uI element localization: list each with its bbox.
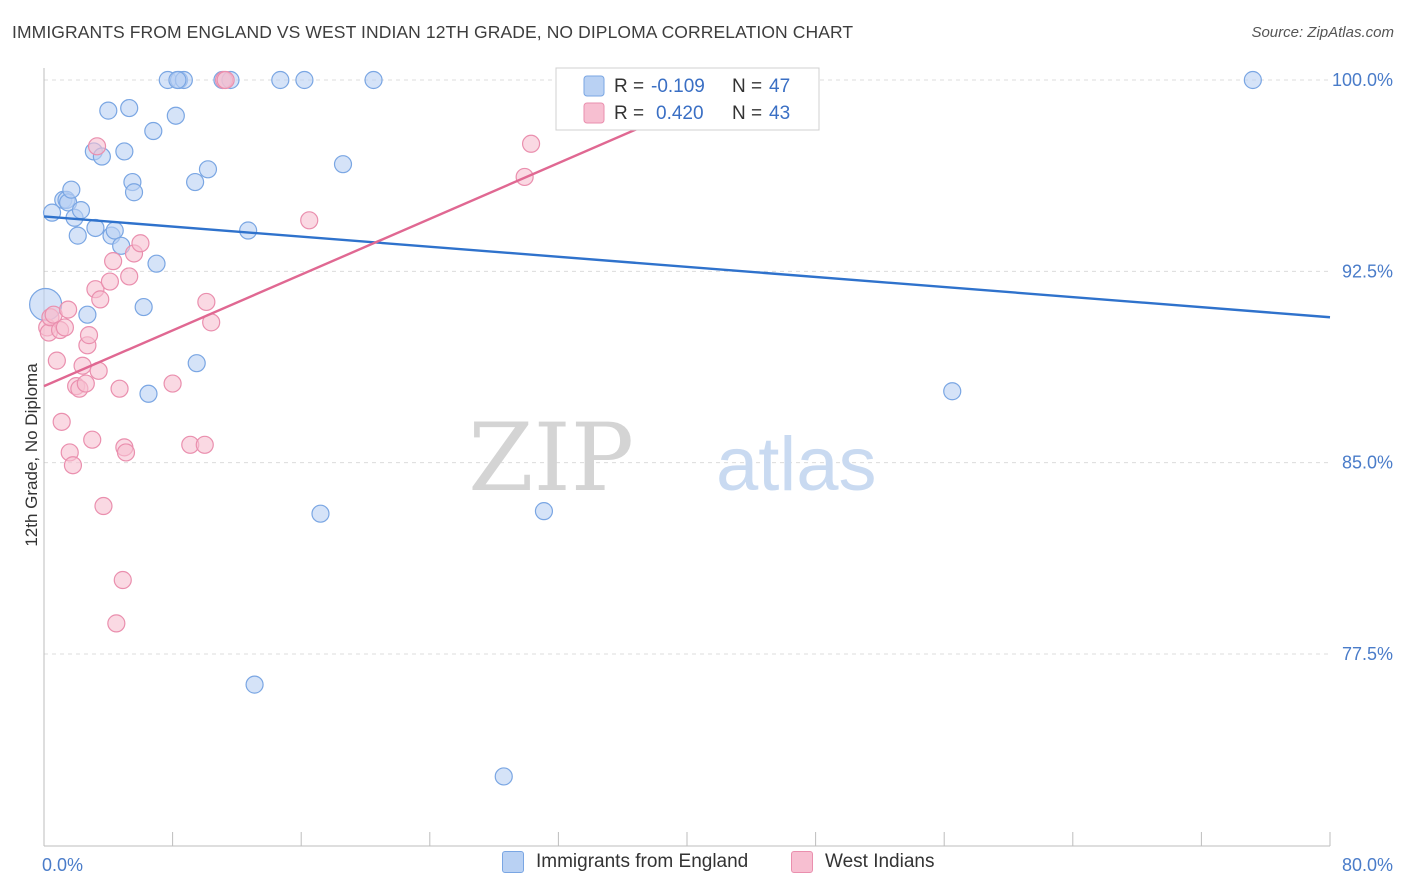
point-west-indians-19 bbox=[87, 137, 107, 156]
point-england-45 bbox=[1243, 70, 1262, 90]
point-england-24 bbox=[147, 254, 166, 273]
point-west-indians-22 bbox=[94, 496, 113, 516]
legend-item-west-indians: West Indians bbox=[791, 851, 934, 873]
point-west-indians-21 bbox=[91, 290, 110, 309]
point-west-indians-41 bbox=[521, 134, 541, 153]
point-west-indians-33 bbox=[163, 374, 182, 393]
point-england-18 bbox=[120, 98, 139, 118]
point-west-indians-23 bbox=[100, 272, 120, 291]
legend-label-west-indians: West Indians bbox=[825, 851, 935, 872]
point-west-indians-29 bbox=[116, 443, 136, 462]
point-west-indians-7 bbox=[55, 318, 74, 337]
legend-swatch-west-indians-bottom bbox=[791, 851, 813, 873]
point-england-35 bbox=[245, 675, 264, 694]
point-england-46 bbox=[168, 70, 187, 90]
point-england-37 bbox=[295, 70, 314, 90]
point-west-indians-30 bbox=[120, 267, 139, 286]
x-tick-label-1: 80.0% bbox=[1342, 855, 1393, 875]
point-england-30 bbox=[187, 354, 206, 373]
legend-item-england: Immigrants from England bbox=[502, 851, 748, 873]
legend-r-label-1: R = bbox=[614, 76, 644, 97]
point-west-indians-25 bbox=[107, 614, 126, 633]
trend-line-west-indians bbox=[43, 99, 704, 388]
legend-swatch-england bbox=[583, 75, 605, 97]
watermark-atlas: atlas bbox=[716, 422, 877, 507]
point-england-26 bbox=[166, 106, 185, 125]
point-west-indians-6 bbox=[52, 412, 71, 431]
y-tick-label-3: 77.5% bbox=[1342, 644, 1393, 664]
point-england-17 bbox=[115, 142, 134, 161]
axes bbox=[43, 68, 1331, 847]
point-west-indians-17 bbox=[83, 430, 102, 449]
point-england-39 bbox=[333, 155, 353, 174]
point-england-8 bbox=[71, 201, 91, 220]
data-points bbox=[29, 70, 1262, 786]
legend-n-value-1: 47 bbox=[769, 76, 790, 97]
point-west-indians-37 bbox=[197, 292, 216, 312]
source-credit: Source: ZipAtlas.com bbox=[1251, 24, 1394, 41]
y-tick-label-0: 100.0% bbox=[1332, 70, 1393, 90]
point-england-44 bbox=[943, 382, 962, 401]
watermark: ZIP atlas bbox=[468, 404, 876, 513]
trend-line-england bbox=[43, 215, 1331, 319]
point-west-indians-16 bbox=[79, 326, 99, 345]
point-england-40 bbox=[364, 70, 383, 90]
trend-lines bbox=[43, 99, 1331, 388]
point-england-29 bbox=[186, 172, 205, 192]
point-west-indians-27 bbox=[113, 570, 132, 590]
point-england-41 bbox=[494, 767, 513, 786]
point-england-7 bbox=[68, 226, 87, 245]
point-england-21 bbox=[134, 297, 153, 317]
point-england-36 bbox=[271, 70, 290, 90]
point-england-20 bbox=[124, 183, 144, 202]
legend-n-label-2: N = bbox=[732, 103, 762, 124]
point-west-indians-39 bbox=[300, 211, 319, 230]
legend-r-value-2: 0.420 bbox=[656, 103, 704, 124]
point-england-34 bbox=[239, 221, 258, 240]
tick-labels: 100.0% 92.5% 85.0% 77.5% 0.0% 80.0% bbox=[42, 70, 1393, 875]
legend-n-label-1: N = bbox=[732, 76, 762, 97]
legend-swatch-england-bottom bbox=[502, 851, 524, 873]
point-west-indians-14 bbox=[76, 374, 95, 393]
legend-swatch-west-indians bbox=[583, 102, 605, 124]
chart-title: IMMIGRANTS FROM ENGLAND VS WEST INDIAN 1… bbox=[12, 22, 854, 42]
point-england-15 bbox=[105, 221, 124, 240]
point-west-indians-42 bbox=[216, 70, 235, 90]
point-england-23 bbox=[144, 121, 163, 141]
point-england-42 bbox=[534, 502, 554, 521]
point-england-22 bbox=[139, 384, 158, 403]
point-england-5 bbox=[62, 180, 81, 199]
point-west-indians-8 bbox=[59, 300, 78, 319]
point-england-13 bbox=[99, 101, 118, 120]
legend-label-england: Immigrants from England bbox=[536, 851, 749, 872]
point-england-9 bbox=[78, 305, 97, 324]
point-west-indians-24 bbox=[104, 252, 123, 271]
y-tick-label-1: 92.5% bbox=[1342, 261, 1393, 281]
watermark-zip: ZIP bbox=[468, 404, 634, 513]
legend-bottom: Immigrants from England West Indians bbox=[0, 851, 1406, 879]
legend-r-label-2: R = bbox=[614, 103, 644, 124]
legend-top: R = -0.109 N = 47 R = 0.420 N = 43 bbox=[555, 67, 820, 131]
point-west-indians-4 bbox=[47, 351, 66, 370]
point-west-indians-35 bbox=[195, 435, 214, 454]
point-west-indians-10 bbox=[63, 456, 83, 475]
point-west-indians-32 bbox=[131, 234, 150, 253]
x-tick-label-0: 0.0% bbox=[42, 855, 83, 875]
legend-r-value-1: -0.109 bbox=[651, 76, 705, 97]
y-tick-label-2: 85.0% bbox=[1342, 453, 1393, 473]
legend-n-value-2: 43 bbox=[769, 103, 790, 124]
point-west-indians-26 bbox=[110, 379, 129, 398]
gridlines bbox=[44, 79, 1330, 655]
point-england-38 bbox=[311, 504, 330, 523]
point-england-31 bbox=[198, 160, 218, 179]
